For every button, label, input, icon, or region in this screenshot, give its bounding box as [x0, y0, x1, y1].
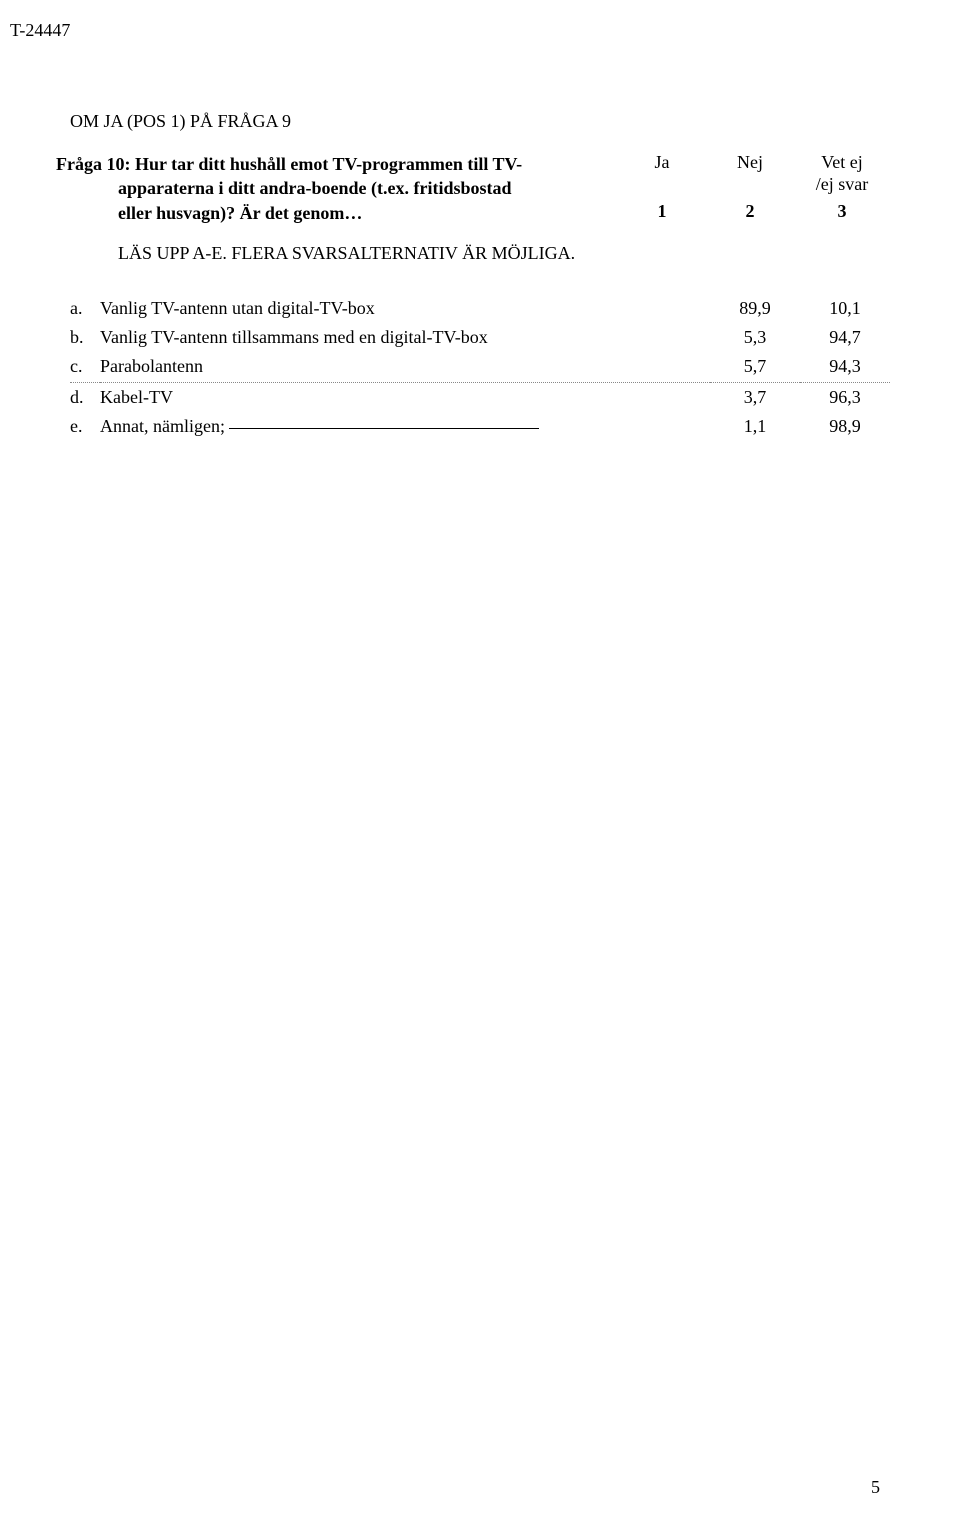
row-value-1: 89,9	[710, 294, 800, 323]
fill-in-blank	[229, 428, 539, 429]
question-line-2: apparaterna i ditt andra-boende (t.ex. f…	[118, 178, 512, 198]
row-label: Parabolantenn	[100, 352, 710, 381]
row-value-1: 5,3	[710, 323, 800, 352]
instruction-text: LÄS UPP A-E. FLERA SVARSALTERNATIV ÄR MÖ…	[70, 243, 890, 264]
question-label: Fråga 10:	[56, 154, 130, 174]
table-row: c. Parabolantenn 5,7 94,3	[70, 352, 890, 381]
question-header-block: Fråga 10: Hur tar ditt hushåll emot TV-p…	[70, 152, 890, 225]
question-text: Fråga 10: Hur tar ditt hushåll emot TV-p…	[70, 152, 618, 225]
page-number: 5	[871, 1477, 880, 1498]
row-label: Vanlig TV-antenn utan digital-TV-box	[100, 294, 710, 323]
header-columns: Ja Nej Vet ej /ej svar 1 2 3	[618, 152, 890, 222]
question-line-3: eller husvagn)? Är det genom…	[118, 203, 362, 223]
results-table: a. Vanlig TV-antenn utan digital-TV-box …	[70, 294, 890, 442]
row-letter: e.	[70, 412, 100, 441]
header-vetej: Vet ej /ej svar	[794, 152, 890, 195]
row-letter: c.	[70, 352, 100, 381]
row-value-2: 10,1	[800, 294, 890, 323]
question-line-1: Hur tar ditt hushåll emot TV-programmen …	[135, 154, 522, 174]
row-value-1: 3,7	[710, 383, 800, 413]
row-value-1: 5,7	[710, 352, 800, 381]
table-row: a. Vanlig TV-antenn utan digital-TV-box …	[70, 294, 890, 323]
header-vetej-line2: /ej svar	[794, 174, 890, 196]
table-row: e. Annat, nämligen; 1,1 98,9	[70, 412, 890, 441]
row-value-2: 94,3	[800, 352, 890, 381]
row-label-text: Annat, nämligen;	[100, 416, 225, 436]
section-title: OM JA (POS 1) PÅ FRÅGA 9	[70, 111, 890, 132]
row-letter: b.	[70, 323, 100, 352]
header-vetej-line1: Vet ej	[821, 152, 862, 172]
header-nej: Nej	[706, 152, 794, 195]
code-2: 2	[706, 201, 794, 222]
header-ja: Ja	[618, 152, 706, 195]
table-row: b. Vanlig TV-antenn tillsammans med en d…	[70, 323, 890, 352]
table-row: d. Kabel-TV 3,7 96,3	[70, 383, 890, 413]
row-letter: d.	[70, 383, 100, 413]
row-value-1: 1,1	[710, 412, 800, 441]
code-1: 1	[618, 201, 706, 222]
document-id: T-24447	[10, 20, 890, 41]
code-3: 3	[794, 201, 890, 222]
row-value-2: 94,7	[800, 323, 890, 352]
row-letter: a.	[70, 294, 100, 323]
row-label: Vanlig TV-antenn tillsammans med en digi…	[100, 323, 710, 352]
row-label: Annat, nämligen;	[100, 412, 710, 441]
row-value-2: 98,9	[800, 412, 890, 441]
row-value-2: 96,3	[800, 383, 890, 413]
row-label: Kabel-TV	[100, 383, 710, 413]
